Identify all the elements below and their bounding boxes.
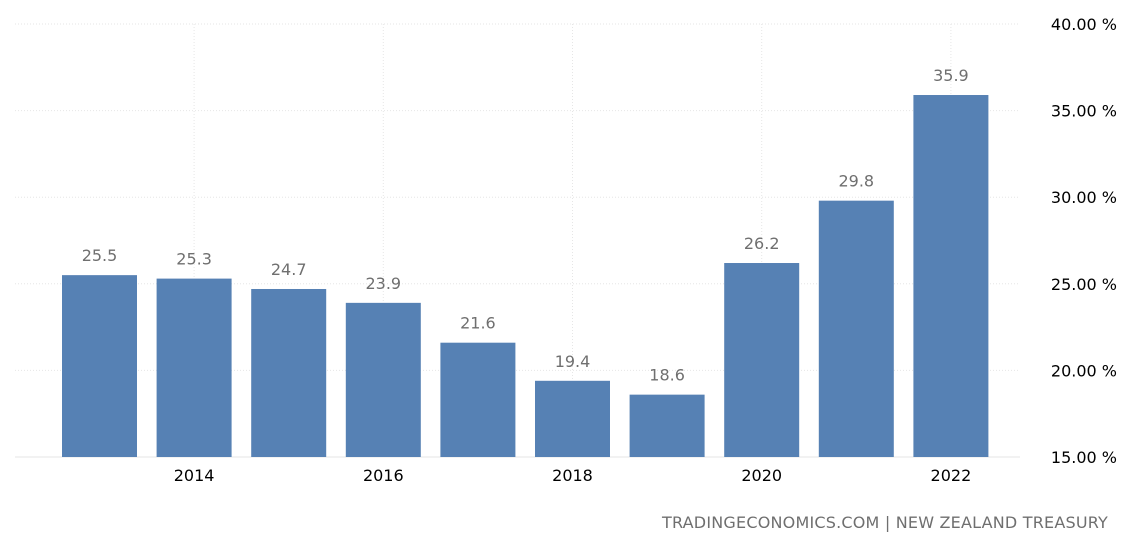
y-tick-label: 30.00 % (1051, 188, 1117, 207)
x-tick-label: 2014 (174, 466, 215, 485)
bar-value-label: 18.6 (649, 366, 685, 385)
bar (440, 342, 516, 457)
bars (62, 95, 989, 458)
bar-value-label: 23.9 (365, 274, 401, 293)
bar-value-label: 25.3 (176, 250, 212, 269)
bar (724, 263, 800, 457)
bar (156, 278, 232, 457)
bar (251, 288, 327, 457)
bar-value-label: 21.6 (460, 314, 496, 333)
bar (913, 95, 989, 458)
source-credit: TRADINGECONOMICS.COM | NEW ZEALAND TREAS… (662, 513, 1108, 532)
y-tick-label: 40.00 % (1051, 15, 1117, 34)
y-axis: 15.00 % 20.00 % 25.00 % 30.00 % 35.00 % 40.00… (1051, 15, 1117, 467)
bar (62, 275, 137, 457)
x-tick-label: 2018 (552, 466, 593, 485)
x-axis: 2014 2016 2018 2020 2022 (174, 466, 972, 485)
x-tick-label: 2020 (741, 466, 782, 485)
y-tick-label: 25.00 % (1051, 275, 1117, 294)
x-tick-label: 2016 (363, 466, 404, 485)
y-tick-label: 20.00 % (1051, 361, 1117, 380)
bar-value-label: 29.8 (838, 172, 874, 191)
y-tick-label: 15.00 % (1051, 448, 1117, 467)
bar (345, 302, 421, 457)
x-tick-label: 2022 (931, 466, 972, 485)
bar (818, 200, 894, 457)
bar (629, 394, 705, 457)
bar-value-label: 35.9 (933, 66, 969, 85)
bar-value-label: 19.4 (555, 352, 591, 371)
y-tick-label: 35.00 % (1051, 102, 1117, 121)
bar-value-label: 25.5 (82, 246, 118, 265)
bar-value-label: 26.2 (744, 234, 780, 253)
bar-value-label: 24.7 (271, 260, 307, 279)
data-labels: 25.5 25.3 24.7 23.9 21.6 19.4 18.6 26.2 29.8 35.9 (82, 66, 969, 385)
bar (535, 380, 610, 457)
